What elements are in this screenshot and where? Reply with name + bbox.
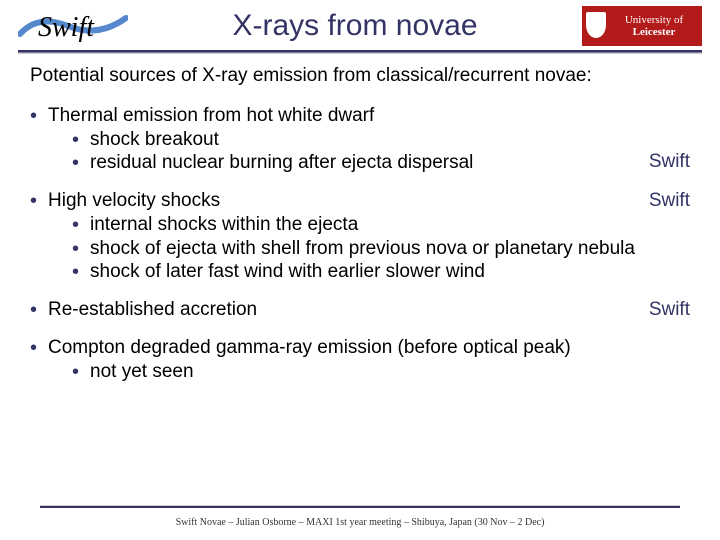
bullet-level1: High velocity shocks (30, 189, 690, 213)
leicester-logo: University of Leicester (582, 6, 702, 46)
bullet-level2: shock breakout (30, 128, 690, 152)
leicester-line2: Leicester (633, 26, 676, 38)
bullet-group: Compton degraded gamma-ray emission (bef… (30, 336, 690, 384)
swift-logo: Swift (18, 6, 128, 46)
footer-text: Swift Novae – Julian Osborne – MAXI 1st … (0, 517, 720, 528)
shield-icon (586, 12, 606, 38)
bullet-group: SwiftRe-established accretion (30, 298, 690, 322)
swift-logo-text: Swift (38, 12, 95, 43)
footer-divider (40, 505, 680, 508)
slide-title: X-rays from novae (128, 9, 582, 43)
bullet-level1: Re-established accretion (30, 298, 690, 322)
bullet-level1: Thermal emission from hot white dwarf (30, 104, 690, 128)
header-divider (18, 50, 702, 54)
intro-text: Potential sources of X-ray emission from… (30, 64, 690, 88)
bullet-level2: internal shocks within the ejecta (30, 213, 690, 237)
bullet-group: SwiftThermal emission from hot white dwa… (30, 104, 690, 175)
slide-content: Potential sources of X-ray emission from… (0, 60, 720, 383)
bullet-level2: not yet seen (30, 360, 690, 384)
leicester-line1: University of (625, 14, 683, 26)
bullet-level2: residual nuclear burning after ejecta di… (30, 151, 690, 175)
bullet-group: SwiftHigh velocity shocksinternal shocks… (30, 189, 690, 284)
bullet-level2: shock of ejecta with shell from previous… (30, 237, 690, 261)
bullet-level2: shock of later fast wind with earlier sl… (30, 260, 690, 284)
slide-header: Swift X-rays from novae University of Le… (0, 0, 720, 48)
bullet-level1: Compton degraded gamma-ray emission (bef… (30, 336, 690, 360)
